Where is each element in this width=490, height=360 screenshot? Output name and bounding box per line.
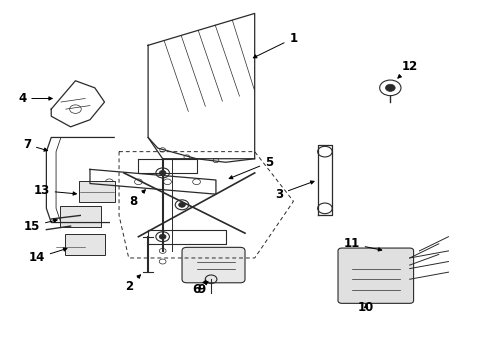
Text: 4: 4 — [18, 92, 52, 105]
Text: 6: 6 — [193, 282, 208, 296]
Text: 3: 3 — [275, 181, 314, 201]
Circle shape — [159, 170, 166, 175]
Circle shape — [179, 202, 185, 207]
Text: 8: 8 — [129, 190, 146, 208]
Text: 9: 9 — [197, 280, 206, 296]
Text: 12: 12 — [398, 60, 418, 78]
Text: 1: 1 — [253, 32, 297, 58]
FancyBboxPatch shape — [65, 234, 105, 255]
Text: 11: 11 — [343, 237, 382, 251]
Text: 15: 15 — [24, 219, 57, 233]
Text: 2: 2 — [124, 275, 141, 293]
Text: 7: 7 — [23, 138, 48, 151]
FancyBboxPatch shape — [60, 206, 100, 227]
Text: 10: 10 — [358, 301, 374, 314]
FancyBboxPatch shape — [79, 181, 115, 202]
Circle shape — [386, 84, 395, 91]
FancyBboxPatch shape — [182, 247, 245, 283]
Circle shape — [159, 234, 166, 239]
Text: 14: 14 — [28, 248, 67, 265]
Text: 13: 13 — [33, 184, 76, 197]
Text: 5: 5 — [229, 156, 273, 179]
FancyBboxPatch shape — [338, 248, 414, 303]
